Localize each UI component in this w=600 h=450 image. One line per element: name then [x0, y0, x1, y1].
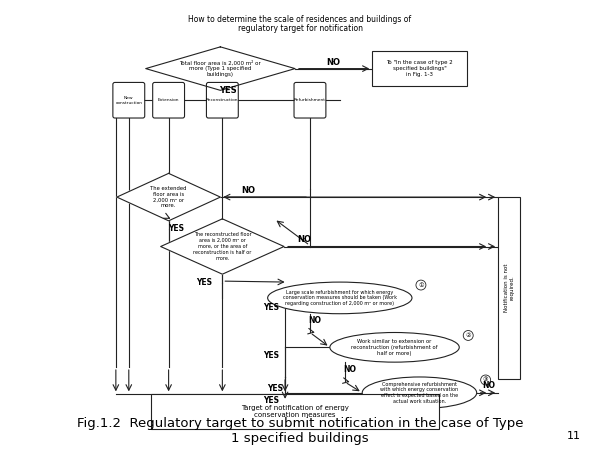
Polygon shape — [161, 219, 284, 274]
Text: Extension: Extension — [158, 98, 179, 102]
Text: NO: NO — [297, 235, 311, 244]
FancyBboxPatch shape — [152, 82, 185, 118]
Text: YES: YES — [169, 224, 185, 233]
Text: How to determine the scale of residences and buildings of: How to determine the scale of residences… — [188, 15, 412, 24]
Text: NO: NO — [326, 58, 341, 67]
Text: YES: YES — [263, 351, 279, 360]
Circle shape — [416, 280, 426, 290]
Text: NO: NO — [241, 186, 255, 195]
Text: Target of notification of energy
conservation measures: Target of notification of energy conserv… — [241, 405, 349, 418]
Polygon shape — [146, 47, 295, 90]
Text: New
construction: New construction — [115, 96, 142, 104]
Text: Fig.1.2  Regulatory target to submit notification in the case of Type
1 specifie: Fig.1.2 Regulatory target to submit noti… — [77, 417, 523, 446]
Text: Large scale refurbishment for which energy
conservation measures should be taken: Large scale refurbishment for which ener… — [283, 290, 397, 306]
Ellipse shape — [362, 377, 476, 409]
Text: Total floor area is 2,000 m² or
more (Type 1 specified
buildings): Total floor area is 2,000 m² or more (Ty… — [179, 60, 261, 77]
Circle shape — [481, 375, 491, 385]
FancyBboxPatch shape — [113, 82, 145, 118]
Text: YES: YES — [267, 384, 283, 393]
Circle shape — [463, 330, 473, 340]
Text: ③: ③ — [483, 378, 488, 382]
Text: Reconstruction: Reconstruction — [206, 98, 239, 102]
Ellipse shape — [330, 333, 459, 362]
Text: The extended
floor area is
2,000 m² or
more.: The extended floor area is 2,000 m² or m… — [151, 186, 187, 208]
Text: Comprehensive refurbishment
with which energy conservation
effect is expected ba: Comprehensive refurbishment with which e… — [380, 382, 458, 404]
Bar — [372, 51, 467, 86]
FancyBboxPatch shape — [294, 82, 326, 118]
Text: 11: 11 — [566, 431, 581, 441]
Bar — [151, 394, 439, 429]
Text: To "In the case of type 2
specified buildings"
in Fig. 1-3: To "In the case of type 2 specified buil… — [386, 60, 453, 77]
Text: YES: YES — [196, 278, 212, 287]
Text: Notification is not
required.: Notification is not required. — [503, 264, 514, 312]
Text: ①: ① — [418, 283, 424, 288]
Ellipse shape — [268, 282, 412, 314]
FancyBboxPatch shape — [206, 82, 238, 118]
Text: Refurbishment: Refurbishment — [294, 98, 326, 102]
Text: ②: ② — [466, 333, 471, 338]
Text: YES: YES — [263, 303, 279, 312]
Text: YES: YES — [263, 396, 279, 405]
Text: NO: NO — [308, 316, 322, 325]
Bar — [498, 197, 520, 379]
Text: NO: NO — [343, 364, 356, 373]
Text: The reconstructed floor
area is 2,000 m² or
more, or the area of
reconstruction : The reconstructed floor area is 2,000 m²… — [193, 232, 251, 261]
Text: regulatory target for notification: regulatory target for notification — [238, 23, 362, 32]
Text: Work similar to extension or
reconstruction (refurbishment of
half or more): Work similar to extension or reconstruct… — [352, 339, 438, 356]
Polygon shape — [117, 173, 220, 221]
Text: YES: YES — [220, 86, 237, 95]
Text: NO: NO — [482, 381, 495, 390]
